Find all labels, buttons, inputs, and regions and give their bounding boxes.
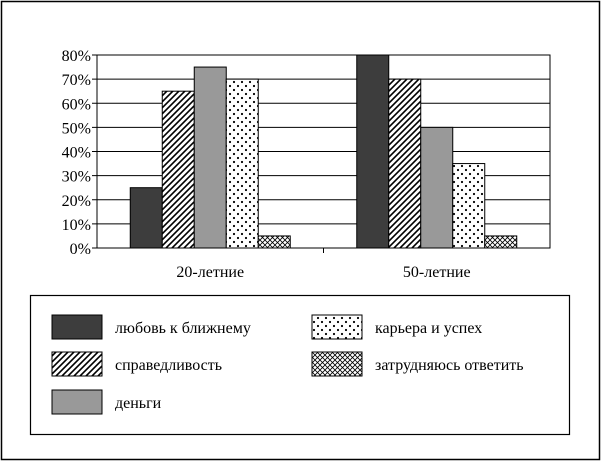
x-category-label: 20-летние (176, 264, 244, 281)
legend-label: справедливость (115, 357, 222, 374)
bar-деньги-20-летние (193, 66, 227, 249)
legend-label: деньги (115, 395, 162, 412)
bar-любовь-к-ближнему-50-летние (356, 54, 390, 249)
legend: любовь к ближнему справедливость деньги кар… (29, 294, 571, 436)
y-tick-label: 10% (62, 217, 91, 234)
y-tick-label: 70% (62, 72, 91, 89)
bar-карьера-и-успех-50-летние (452, 163, 486, 249)
bar-деньги-50-летние (420, 126, 454, 249)
bar-затрудняюсь-ответить-50-летние (484, 235, 518, 249)
legend-label: карьера и успех (375, 320, 482, 337)
legend-swatch-справедливость (51, 351, 103, 377)
legend-swatch-карьера-и-успех (311, 314, 363, 340)
y-tick-label: 50% (62, 120, 91, 137)
legend-label: любовь к ближнему (115, 320, 251, 337)
y-tick-label: 20% (62, 193, 91, 210)
x-axis-labels: 20-летние 50-летние (176, 264, 470, 281)
bar-справедливость-50-летние (388, 78, 422, 249)
legend-swatch-любовь-к-ближнему (51, 314, 103, 340)
legend-swatch-затрудняюсь-ответить (311, 351, 363, 377)
x-category-label: 50-летние (403, 264, 471, 281)
y-tick-label: 0% (70, 241, 91, 258)
y-tick-label: 80% (62, 48, 91, 65)
bar-затрудняюсь-ответить-20-летние (257, 235, 291, 249)
bar-справедливость-20-летние (161, 90, 195, 249)
y-axis: 0% 10% 20% 30% 40% 50% 60% 70% 80% (62, 48, 551, 258)
y-tick-label: 60% (62, 96, 91, 113)
legend-label: затрудняюсь ответить (375, 357, 524, 374)
bar-карьера-и-успех-20-летние (225, 78, 259, 249)
legend-box (29, 294, 571, 436)
y-tick-label: 40% (62, 145, 91, 162)
bars (129, 54, 518, 249)
legend-swatch-деньги (51, 389, 103, 415)
bar-любовь-к-ближнему-20-летние (129, 187, 163, 249)
y-tick-label: 30% (62, 169, 91, 186)
